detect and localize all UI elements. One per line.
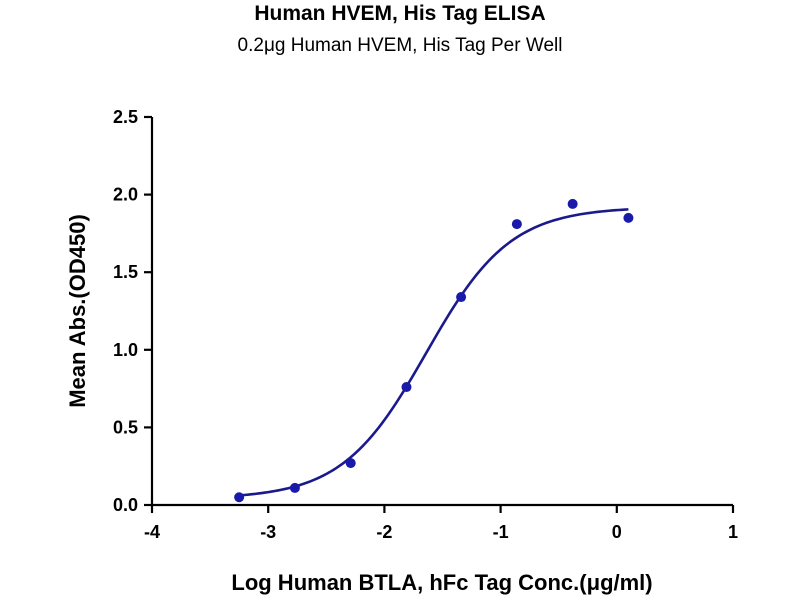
x-tick-label: -1 bbox=[493, 522, 509, 542]
chart-title: Human HVEM, His Tag ELISA bbox=[254, 2, 546, 25]
data-point bbox=[456, 292, 467, 303]
data-point bbox=[345, 458, 356, 469]
data-point bbox=[567, 198, 578, 209]
data-points bbox=[234, 198, 634, 503]
y-tick-label: 1.5 bbox=[113, 262, 138, 282]
y-tick-label: 0.0 bbox=[113, 495, 138, 515]
data-point bbox=[289, 482, 300, 493]
axes: -4 -3 -2 -1 0 1 0.0 0.5 1.0 1.5 2.0 2.5 bbox=[113, 107, 738, 542]
y-axis-title: Mean Abs.(OD450) bbox=[65, 214, 90, 408]
x-tick-label: 1 bbox=[728, 522, 738, 542]
data-point bbox=[511, 219, 522, 230]
chart-subtitle: 0.2μg Human HVEM, His Tag Per Well bbox=[237, 35, 563, 56]
data-point bbox=[401, 382, 412, 393]
data-point bbox=[623, 212, 634, 223]
y-tick-label: 2.0 bbox=[113, 185, 138, 205]
x-tick-label: 0 bbox=[612, 522, 622, 542]
y-tick-label: 1.0 bbox=[113, 340, 138, 360]
x-tick-label: -2 bbox=[376, 522, 392, 542]
x-tick-label: -3 bbox=[260, 522, 276, 542]
y-tick-label: 2.5 bbox=[113, 107, 138, 127]
fit-curve-group bbox=[239, 208, 629, 497]
x-axis-title: Log Human BTLA, hFc Tag Conc.(μg/ml) bbox=[231, 570, 652, 595]
fit-curve bbox=[239, 208, 629, 497]
data-point bbox=[234, 492, 245, 503]
x-tick-label: -4 bbox=[144, 522, 160, 542]
y-tick-label: 0.5 bbox=[113, 417, 138, 437]
